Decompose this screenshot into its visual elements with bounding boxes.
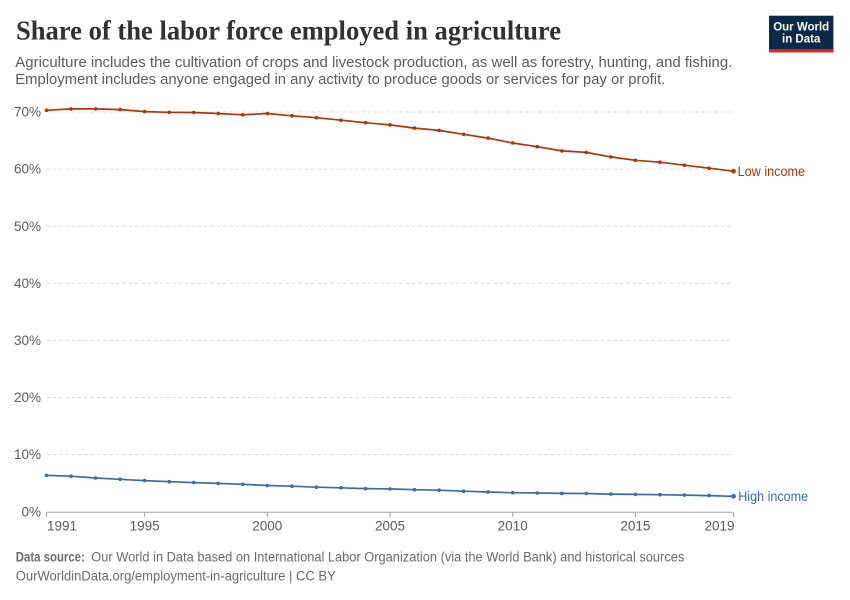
- svg-text:20%: 20%: [14, 390, 41, 405]
- svg-text:High income: High income: [738, 488, 808, 504]
- svg-text:2015: 2015: [620, 519, 650, 534]
- svg-text:60%: 60%: [14, 162, 41, 177]
- svg-text:2000: 2000: [252, 519, 282, 534]
- svg-text:Agriculture includes the culti: Agriculture includes the cultivation of …: [15, 54, 732, 71]
- svg-text:Share of the labor force emplo: Share of the labor force employed in agr…: [16, 15, 561, 46]
- svg-text:Our World in Data based on Int: Our World in Data based on International…: [91, 550, 684, 565]
- svg-text:2019: 2019: [704, 519, 734, 534]
- svg-text:OurWorldinData.org/employment-: OurWorldinData.org/employment-in-agricul…: [16, 568, 336, 583]
- svg-text:70%: 70%: [14, 105, 41, 120]
- svg-text:Our World: Our World: [773, 22, 829, 34]
- svg-text:1995: 1995: [130, 519, 160, 534]
- svg-text:Low income: Low income: [738, 163, 806, 179]
- svg-text:Employment includes anyone eng: Employment includes anyone engaged in an…: [15, 71, 665, 88]
- svg-text:2010: 2010: [498, 519, 528, 534]
- svg-text:Data source:: Data source:: [16, 550, 85, 565]
- svg-text:in Data: in Data: [782, 33, 821, 45]
- svg-text:0%: 0%: [21, 504, 41, 519]
- svg-text:50%: 50%: [14, 219, 41, 234]
- svg-text:30%: 30%: [14, 333, 41, 348]
- svg-text:1991: 1991: [47, 519, 77, 534]
- svg-text:40%: 40%: [14, 276, 41, 291]
- svg-text:10%: 10%: [14, 447, 41, 462]
- svg-text:2005: 2005: [375, 519, 405, 534]
